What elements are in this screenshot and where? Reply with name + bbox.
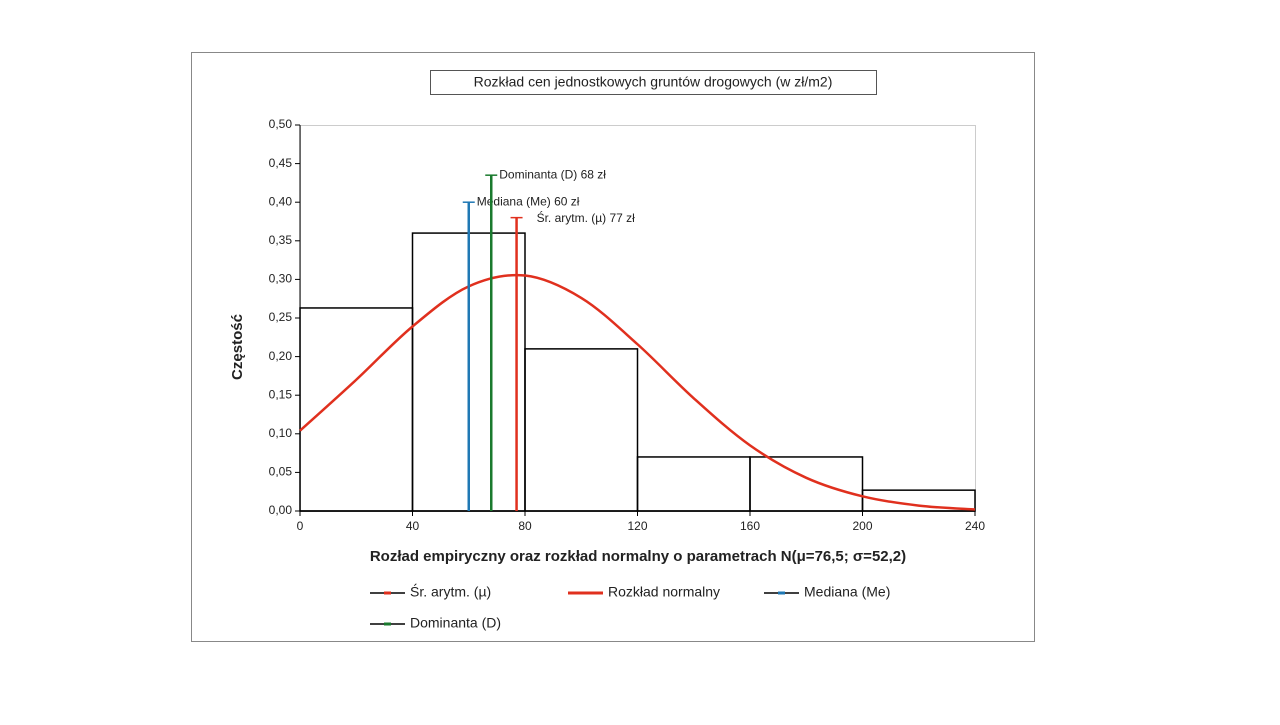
x-tick-label: 40 — [406, 519, 420, 533]
legend-label: Rozkład normalny — [608, 584, 720, 600]
marker-label: Mediana (Me) 60 zł — [477, 194, 580, 208]
y-tick-label: 0,35 — [269, 233, 293, 247]
y-tick-label: 0,50 — [269, 117, 293, 131]
marker-label: Śr. arytm. (µ) 77 zł — [537, 210, 636, 225]
legend-label: Śr. arytm. (µ) — [410, 583, 491, 600]
y-tick-label: 0,00 — [269, 503, 293, 517]
y-tick-label: 0,20 — [269, 349, 293, 363]
legend-label: Dominanta (D) — [410, 615, 501, 631]
x-tick-label: 0 — [297, 519, 304, 533]
histogram-bar — [524, 348, 639, 512]
x-tick-label: 80 — [518, 519, 532, 533]
x-tick-label: 160 — [740, 519, 760, 533]
y-tick-label: 0,40 — [269, 194, 293, 208]
y-tick-label: 0,10 — [269, 426, 293, 440]
y-axis-label: Częstość — [229, 314, 246, 380]
marker-label: Dominanta (D) 68 zł — [499, 167, 606, 181]
y-tick-label: 0,15 — [269, 387, 293, 401]
y-tick-label: 0,25 — [269, 310, 293, 324]
x-tick-label: 120 — [627, 519, 647, 533]
histogram-bar — [749, 456, 864, 512]
y-tick-label: 0,45 — [269, 156, 293, 170]
chart-frame — [191, 52, 1035, 642]
y-tick-label: 0,30 — [269, 272, 293, 286]
normal-curve — [299, 273, 976, 511]
x-tick-label: 200 — [852, 519, 872, 533]
histogram-bar — [861, 489, 976, 512]
y-tick-label: 0,05 — [269, 465, 293, 479]
x-axis-label: Rozład empiryczny oraz rozkład normalny … — [370, 548, 906, 565]
x-tick-label: 240 — [965, 519, 985, 533]
title-box — [430, 70, 877, 95]
legend-label: Mediana (Me) — [804, 584, 890, 600]
chart-title: Rozkład cen jednostkowych gruntów drogow… — [474, 74, 833, 90]
